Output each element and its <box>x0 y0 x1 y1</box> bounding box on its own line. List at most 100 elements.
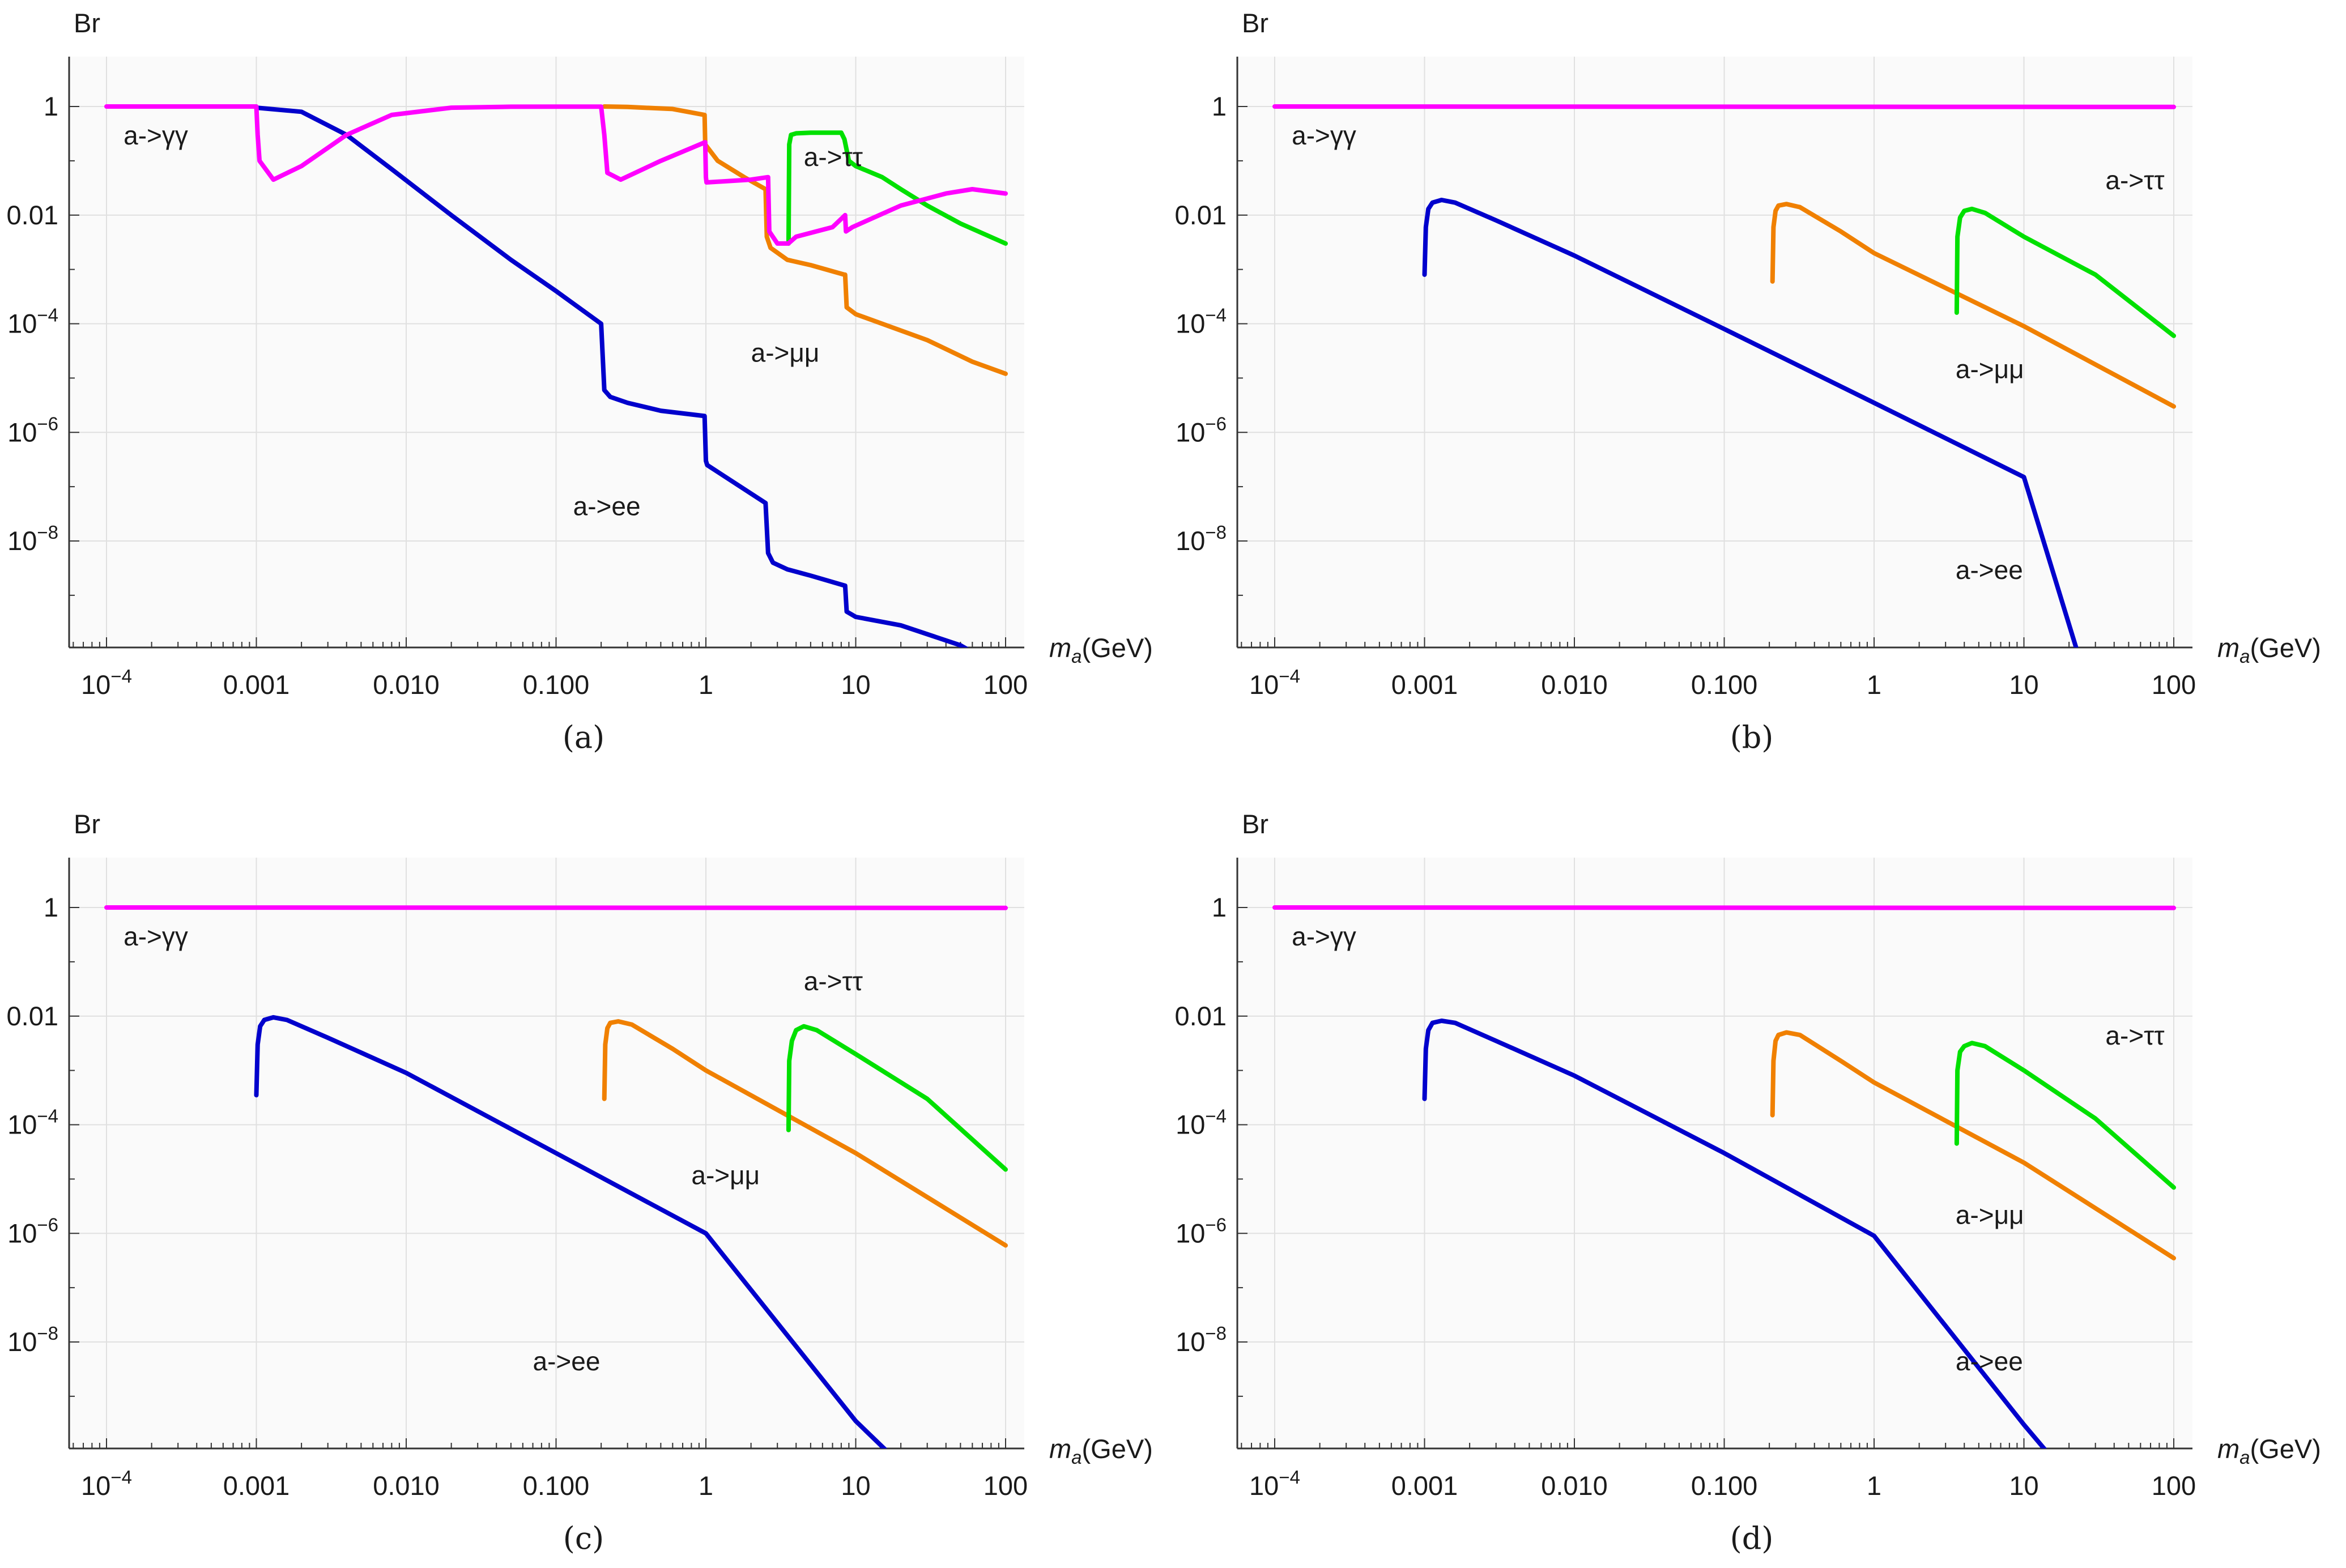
series-line-mu-mu <box>602 1019 1008 1248</box>
panel-caption: (b) <box>1730 719 1774 755</box>
series-line-gamma-gamma <box>1272 905 2176 910</box>
y-axis-label: Br <box>74 8 100 38</box>
x-tick-label: 0.001 <box>1391 670 1458 700</box>
series-line-gamma-gamma <box>1272 104 2176 109</box>
x-tick-label: 10−4 <box>1249 1467 1300 1501</box>
series-label-ee: a->ee <box>1956 1347 2023 1376</box>
x-axis-label: ma(GeV) <box>1049 633 1153 667</box>
y-tick-label: 10−8 <box>1176 1323 1227 1357</box>
series-label-mu-mu: a->μμ <box>1956 1200 2024 1229</box>
x-tick-label: 0.001 <box>1391 1471 1458 1501</box>
series-line-tau-tau <box>1954 206 2176 338</box>
y-tick-label: 0.01 <box>7 1001 58 1031</box>
series-label-gamma-gamma: a->γγ <box>124 121 188 150</box>
x-tick-label: 0.001 <box>223 1471 290 1501</box>
y-tick-label: 10−8 <box>1176 522 1227 556</box>
chart-panel-d: 10−4 0.001 0.010 0.100 1 10 100 10−8 10−6 10−4 0.0… <box>1175 809 2321 1556</box>
x-tick-label: 0.010 <box>373 1471 440 1501</box>
series-label-tau-tau: a->ττ <box>804 142 863 172</box>
chart-panel-c: 10−4 0.001 0.010 0.100 1 10 100 10−8 10−6 10−4 0.0… <box>7 809 1153 1556</box>
series-line-mu-mu <box>1770 1030 2176 1260</box>
x-tick-label: 10 <box>841 1471 870 1501</box>
x-tick-label: 10−4 <box>81 666 132 700</box>
series-line-gamma-gamma <box>104 905 1008 910</box>
y-tick-label: 10−6 <box>7 413 58 447</box>
series-line-ee <box>254 1015 888 1448</box>
x-tick-label: 100 <box>983 1471 1028 1501</box>
x-tick-label: 100 <box>2152 670 2196 700</box>
x-tick-label: 1 <box>699 1471 713 1501</box>
plot-area <box>1237 858 2192 1448</box>
series-line-tau-tau <box>786 1024 1008 1172</box>
series-label-gamma-gamma: a->γγ <box>1292 922 1356 951</box>
series-label-mu-mu: a->μμ <box>691 1161 760 1190</box>
series-label-tau-tau: a->ττ <box>804 966 863 996</box>
panel-caption: (d) <box>1730 1520 1774 1556</box>
y-tick-label: 10−8 <box>7 1323 58 1357</box>
x-tick-label: 0.001 <box>223 670 290 700</box>
x-tick-label: 10 <box>2009 670 2038 700</box>
y-tick-label: 0.01 <box>1175 1001 1227 1031</box>
series-label-gamma-gamma: a->γγ <box>124 922 188 951</box>
y-axis-label: Br <box>1242 809 1268 839</box>
y-tick-label: 1 <box>44 892 58 922</box>
x-tick-label: 0.100 <box>523 1471 590 1501</box>
x-tick-label: 0.100 <box>1691 670 1758 700</box>
y-tick-label: 10−8 <box>7 522 58 556</box>
x-tick-label: 10 <box>841 670 870 700</box>
plot-area <box>69 858 1024 1448</box>
y-tick-label: 1 <box>1212 892 1227 922</box>
x-tick-label: 1 <box>699 670 713 700</box>
x-tick-label: 0.010 <box>1541 1471 1608 1501</box>
x-tick-label: 1 <box>1867 670 1881 700</box>
x-tick-label: 0.010 <box>373 670 440 700</box>
series-line-mu-mu <box>1770 202 2176 409</box>
panel-caption: (a) <box>563 719 604 755</box>
series-line-ee <box>1422 198 2079 647</box>
y-tick-label: 10−4 <box>1176 1106 1227 1140</box>
x-tick-label: 0.010 <box>1541 670 1608 700</box>
y-tick-label: 1 <box>1212 91 1227 121</box>
x-tick-label: 10 <box>2009 1471 2038 1501</box>
series-label-ee: a->ee <box>573 491 641 521</box>
y-tick-label: 0.01 <box>7 200 58 230</box>
y-tick-label: 10−6 <box>7 1214 58 1248</box>
y-tick-label: 1 <box>44 91 58 121</box>
y-tick-label: 10−6 <box>1176 1214 1227 1248</box>
series-label-tau-tau: a->ττ <box>2105 1021 2164 1050</box>
x-tick-label: 100 <box>2152 1471 2196 1501</box>
x-tick-label: 10−4 <box>81 1467 132 1501</box>
x-tick-label: 0.100 <box>523 670 590 700</box>
series-line-tau-tau <box>1954 1041 2176 1190</box>
x-axis-label: ma(GeV) <box>2217 633 2321 667</box>
series-label-mu-mu: a->μμ <box>751 338 820 368</box>
y-tick-label: 0.01 <box>1175 200 1227 230</box>
panel-caption: (c) <box>563 1520 604 1556</box>
y-tick-label: 10−4 <box>1176 305 1227 339</box>
x-axis-label: ma(GeV) <box>1049 1434 1153 1468</box>
y-tick-label: 10−4 <box>7 1106 58 1140</box>
x-tick-label: 10−4 <box>1249 666 1300 700</box>
series-line-ee <box>1422 1019 2047 1448</box>
y-axis-label: Br <box>74 809 100 839</box>
series-line-mu-mu <box>602 104 1008 376</box>
x-tick-label: 0.100 <box>1691 1471 1758 1501</box>
series-label-ee: a->ee <box>1956 555 2023 585</box>
series-label-ee: a->ee <box>533 1347 601 1376</box>
y-tick-label: 10−4 <box>7 305 58 339</box>
plot-area <box>69 57 1024 647</box>
y-axis-label: Br <box>1242 8 1268 38</box>
series-line-gamma-gamma <box>104 104 1008 246</box>
y-tick-label: 10−6 <box>1176 413 1227 447</box>
x-axis-label: ma(GeV) <box>2217 1434 2321 1468</box>
series-label-gamma-gamma: a->γγ <box>1292 121 1356 150</box>
chart-panel-b: 10−4 0.001 0.010 0.100 1 10 100 10−8 10−6 10−4 0.0… <box>1175 8 2321 755</box>
series-label-tau-tau: a->ττ <box>2105 165 2164 195</box>
chart-panel-a: 10−4 0.001 0.010 0.100 1 10 100 10−8 10−6 10−4 0.0… <box>7 8 1153 755</box>
plot-area <box>1237 57 2192 647</box>
series-label-mu-mu: a->μμ <box>1956 354 2024 384</box>
x-tick-label: 1 <box>1867 1471 1881 1501</box>
x-tick-label: 100 <box>983 670 1028 700</box>
series-line-ee <box>254 105 969 647</box>
